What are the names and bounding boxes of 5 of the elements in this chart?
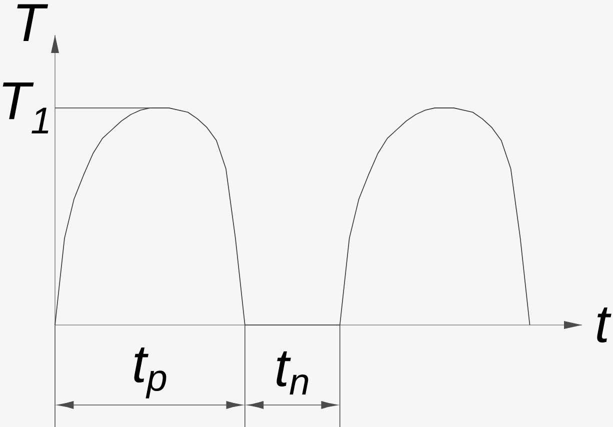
ref-line-label: T$_{1}$ — [2, 82, 48, 134]
y-axis-title: T — [17, 4, 48, 41]
text: t$_{n}$ — [276, 351, 308, 395]
text: t$_{p}$ — [134, 348, 166, 398]
x-axis-title: t — [597, 307, 612, 342]
